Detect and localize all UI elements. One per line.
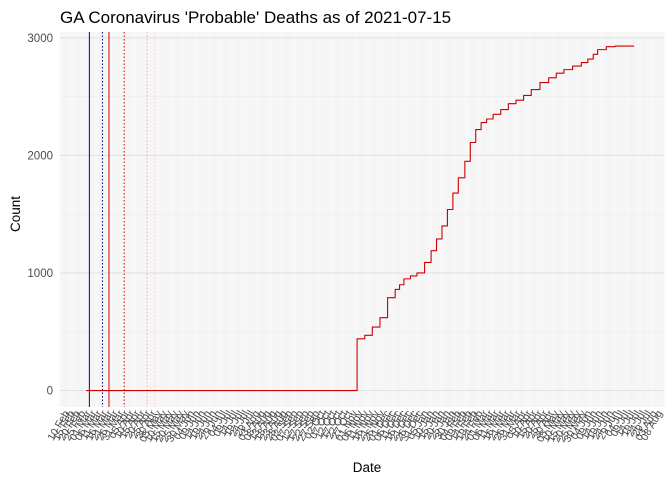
x-axis-title: Date (353, 460, 382, 475)
y-tick-label: 0 (47, 386, 53, 398)
y-tick-label: 3000 (27, 33, 53, 45)
reference-lines (88, 32, 156, 407)
y-tick-label: 2000 (27, 150, 53, 162)
grid (59, 32, 665, 407)
series-line (86, 45, 635, 392)
series-layer (86, 45, 635, 392)
y-tick-label: 1000 (27, 268, 53, 280)
y-axis-title: Count (8, 196, 23, 232)
y-axis-ticks: 0 1000 2000 3000 (27, 33, 53, 398)
chart-title: GA Coronavirus 'Probable' Deaths as of 2… (60, 8, 451, 27)
